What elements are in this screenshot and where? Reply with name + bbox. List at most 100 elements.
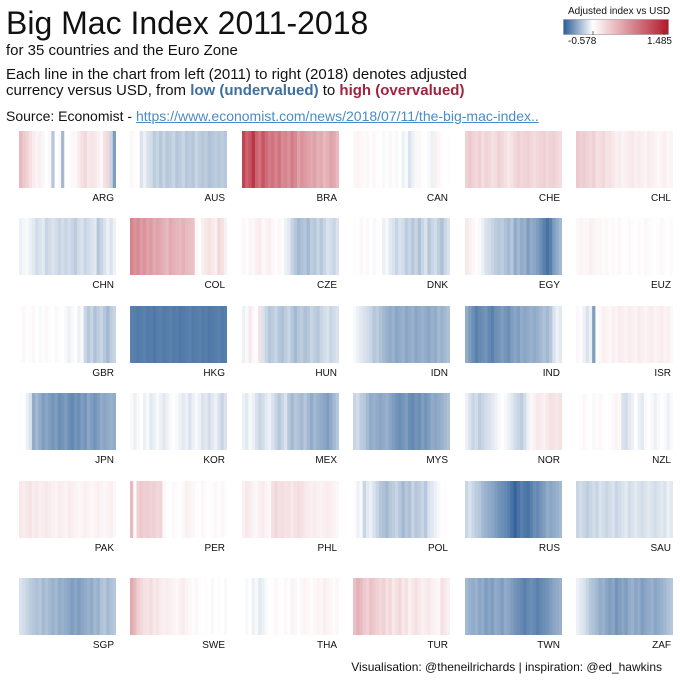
stripe-col-1: [133, 218, 137, 275]
stripe-kor-17: [184, 393, 189, 450]
stripe-dnk-25: [433, 218, 438, 275]
stripe-zaf-24: [653, 578, 658, 635]
stripe-per-23: [204, 481, 208, 538]
stripe-gbr-13: [61, 306, 65, 363]
stripe-cze-14: [287, 218, 291, 275]
stripe-pol-16: [404, 481, 409, 538]
stripe-col-22: [201, 218, 205, 275]
stripe-chn-4: [31, 218, 36, 275]
stripe-tha-12: [280, 578, 285, 635]
stripe-chl-9: [605, 131, 609, 188]
stripe-tha-9: [271, 578, 275, 635]
stripe-twn-16: [516, 578, 521, 635]
stripe-arg-14: [64, 131, 68, 188]
stripe-tha-22: [313, 578, 317, 635]
stripe-egy-12: [503, 218, 508, 275]
stripe-hun-13: [284, 306, 288, 363]
source-line: Source: Economist - https://www.economis…: [6, 108, 539, 125]
stripe-egy-16: [516, 218, 521, 275]
stripe-strip-chn: [19, 218, 116, 275]
stripe-twn-11: [500, 578, 505, 635]
stripe-hkg-17: [184, 306, 189, 363]
stripe-col-5: [146, 218, 150, 275]
stripe-jpn-5: [35, 393, 39, 450]
stripe-gbr-5: [35, 306, 39, 363]
stripe-nzl-29: [669, 393, 673, 450]
stripe-bra-8: [267, 131, 272, 188]
stripe-idn-11: [388, 306, 393, 363]
stripe-pak-4: [31, 481, 36, 538]
stripe-hkg-10: [162, 306, 166, 363]
stripe-arg-12: [57, 131, 62, 188]
stripe-tha-4: [254, 578, 259, 635]
stripe-arg-11: [54, 131, 59, 188]
stripe-nor-5: [481, 393, 485, 450]
stripe-swe-10: [162, 578, 166, 635]
stripe-mys-4: [365, 393, 370, 450]
stripe-nor-23: [539, 393, 543, 450]
country-label-chn: CHN: [92, 280, 114, 291]
stripe-chn-19: [80, 218, 85, 275]
stripe-bra-1: [245, 131, 249, 188]
stripe-hun-1: [245, 306, 249, 363]
stripe-pak-2: [25, 481, 30, 538]
stripe-kor-24: [207, 393, 212, 450]
stripe-euz-27: [663, 218, 667, 275]
stripe-aus-13: [172, 131, 176, 188]
stripe-can-5: [369, 131, 373, 188]
stripe-swe-12: [168, 578, 173, 635]
stripe-zaf-14: [621, 578, 625, 635]
country-label-aus: AUS: [204, 193, 225, 204]
stripe-tha-24: [319, 578, 324, 635]
stripe-rus-12: [503, 481, 508, 538]
stripe-col-18: [188, 218, 192, 275]
stripe-euz-26: [660, 218, 664, 275]
stripe-hkg-11: [165, 306, 170, 363]
stripe-phl-3: [251, 481, 256, 538]
stripe-ind-24: [542, 306, 547, 363]
stripe-chl-2: [582, 131, 587, 188]
stripe-jpn-17: [73, 393, 78, 450]
stripe-mex-26: [326, 393, 330, 450]
stripe-sau-15: [624, 481, 629, 538]
stripe-egy-24: [542, 218, 547, 275]
stripe-arg-24: [96, 131, 101, 188]
legend-min-label: -0.578: [568, 36, 597, 47]
country-panel-zaf: ZAF: [576, 578, 673, 651]
stripe-rus-15: [513, 481, 518, 538]
stripe-zaf-11: [611, 578, 616, 635]
stripe-twn-5: [481, 578, 485, 635]
stripe-swe-6: [149, 578, 154, 635]
stripe-strip-arg: [19, 131, 116, 188]
stripe-arg-20: [83, 131, 88, 188]
stripe-ind-3: [474, 306, 479, 363]
stripe-per-11: [165, 481, 170, 538]
stripe-gbr-8: [44, 306, 49, 363]
stripe-kor-23: [204, 393, 208, 450]
stripe-swe-18: [188, 578, 192, 635]
stripe-kor-4: [142, 393, 147, 450]
stripe-cze-24: [319, 218, 324, 275]
stripe-sgp-20: [83, 578, 88, 635]
stripe-chn-26: [103, 218, 107, 275]
stripe-euz-4: [588, 218, 593, 275]
stripe-dnk-17: [407, 218, 412, 275]
stripe-mys-23: [427, 393, 431, 450]
stripe-dnk-5: [369, 218, 373, 275]
country-panel-pol: POL: [353, 481, 450, 554]
stripe-strip-euz: [576, 218, 673, 275]
stripe-pak-26: [103, 481, 107, 538]
stripe-chn-6: [38, 218, 43, 275]
stripe-cze-8: [267, 218, 272, 275]
stripe-nzl-7: [598, 393, 603, 450]
stripe-arg-22: [90, 131, 94, 188]
stripe-rus-6: [484, 481, 489, 538]
source-link[interactable]: https://www.economist.com/news/2018/07/1…: [135, 108, 539, 124]
stripe-mys-29: [446, 393, 450, 450]
stripe-tur-14: [398, 578, 402, 635]
stripe-jpn-16: [70, 393, 75, 450]
stripe-cze-28: [332, 218, 337, 275]
stripe-hun-25: [322, 306, 327, 363]
stripe-hkg-23: [204, 306, 208, 363]
